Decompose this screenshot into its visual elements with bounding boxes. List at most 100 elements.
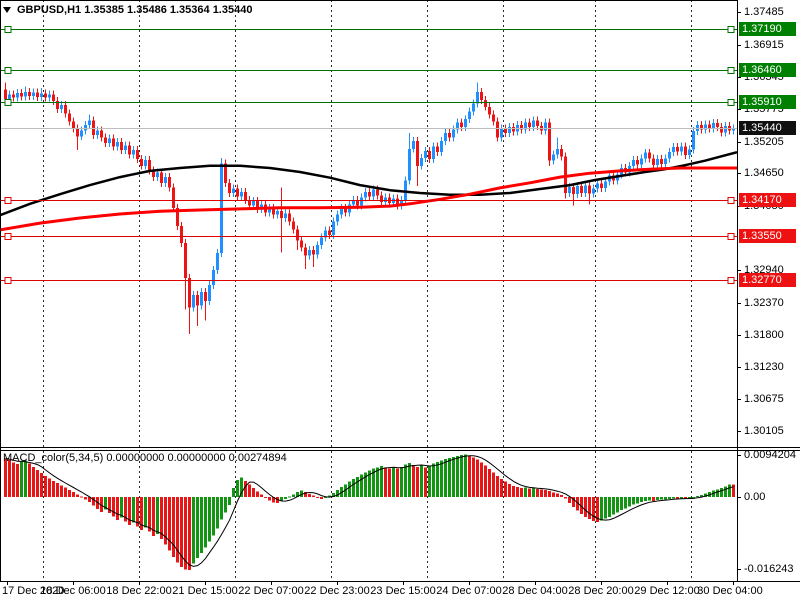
line-anchor-handle[interactable] (727, 277, 735, 284)
macd-bar (72, 492, 75, 497)
candle-body (112, 138, 115, 147)
macd-tick-mark (737, 569, 741, 570)
price-badge-support: 1.34170 (739, 193, 796, 207)
macd-bar (260, 494, 263, 497)
line-anchor-handle[interactable] (4, 197, 12, 204)
line-anchor-handle[interactable] (727, 233, 735, 240)
main-price-chart[interactable] (0, 0, 737, 447)
macd-bar (432, 463, 435, 497)
line-anchor-handle[interactable] (4, 99, 12, 106)
macd-bar (472, 457, 475, 497)
candle-body (368, 191, 371, 197)
macd-bar (720, 488, 723, 497)
symbol-dropdown-icon[interactable] (3, 7, 11, 13)
time-tick-mark (271, 582, 272, 585)
macd-bar (104, 497, 107, 510)
price-badge-resistance: 1.36460 (739, 63, 796, 77)
candle-body (564, 156, 567, 194)
candle-body (60, 105, 63, 110)
macd-bar (48, 478, 51, 497)
macd-bar (524, 487, 527, 497)
candle-body (248, 199, 251, 206)
candle-body (596, 183, 599, 189)
macd-bar (224, 497, 227, 513)
macd-bar (188, 497, 191, 570)
macd-indicator-panel[interactable] (0, 451, 737, 581)
macd-bar (396, 468, 399, 497)
candle-body (260, 204, 263, 209)
price-tick-label: 1.31800 (744, 329, 784, 341)
macd-bar (556, 493, 559, 497)
candle-body (308, 249, 311, 256)
line-anchor-handle[interactable] (727, 26, 735, 33)
macd-axis-label: 0.0094204 (744, 449, 796, 461)
candle-body (24, 91, 27, 97)
candle-body (256, 200, 259, 209)
time-axis-label: 22 Dec 23:00 (304, 585, 370, 597)
line-anchor-handle[interactable] (727, 67, 735, 74)
candle-body (204, 291, 207, 301)
macd-bar (676, 497, 679, 499)
line-anchor-handle[interactable] (4, 67, 12, 74)
line-anchor-handle[interactable] (4, 233, 12, 240)
price-tick-label: 1.34650 (744, 167, 784, 179)
candle-body (364, 191, 367, 198)
candle-body (272, 207, 275, 215)
candle-body (396, 198, 399, 206)
macd-bar (572, 497, 575, 507)
macd-bar (672, 497, 675, 499)
macd-bar (716, 489, 719, 497)
price-tick-label: 1.35205 (744, 136, 784, 148)
macd-bar (384, 467, 387, 497)
candle-body (384, 197, 387, 203)
candle-body (604, 181, 607, 188)
candle-body (656, 158, 659, 166)
time-tick-mark (7, 582, 8, 585)
macd-bar (592, 497, 595, 521)
candle-body (412, 140, 415, 149)
macd-bar (420, 465, 423, 497)
candle-body (152, 170, 155, 178)
candle-body (360, 197, 363, 206)
macd-bar (340, 487, 343, 497)
macd-axis-label: 0.00 (744, 491, 766, 503)
candle-body (464, 119, 467, 128)
macd-bar (688, 497, 691, 499)
time-axis-label: 18 Dec 22:00 (106, 585, 172, 597)
macd-bar (700, 494, 703, 497)
line-anchor-handle[interactable] (4, 277, 12, 284)
panel-divider-bottom[interactable] (0, 450, 800, 451)
candle-body (560, 148, 563, 157)
panel-divider-top[interactable] (0, 447, 800, 448)
macd-bar (56, 483, 59, 497)
macd-bar (648, 497, 651, 501)
candle-body (668, 152, 671, 159)
macd-bar (336, 489, 339, 497)
candle-body (684, 146, 687, 155)
candle-body (592, 188, 595, 194)
candle-body (328, 230, 331, 236)
line-anchor-handle[interactable] (727, 197, 735, 204)
candle-body (20, 93, 23, 97)
candle-body (188, 278, 191, 308)
candle-body (52, 94, 55, 102)
macd-bar (300, 490, 303, 497)
macd-bar (216, 497, 219, 529)
candle-body (76, 128, 79, 137)
line-anchor-handle[interactable] (727, 99, 735, 106)
macd-bar (200, 497, 203, 553)
candle-body (244, 191, 247, 200)
macd-bar (172, 497, 175, 557)
macd-bar (520, 488, 523, 497)
macd-bar (108, 497, 111, 513)
ma-red-line (0, 166, 737, 232)
line-anchor-handle[interactable] (4, 26, 12, 33)
candle-body (480, 91, 483, 100)
price-tick-label: 1.37485 (744, 6, 784, 18)
time-axis-label: 29 Dec 12:00 (634, 585, 700, 597)
candle-body (144, 160, 147, 166)
candle-body (140, 158, 143, 166)
macd-bar (728, 484, 731, 497)
candle-body (172, 187, 175, 208)
candle-body (344, 207, 347, 213)
